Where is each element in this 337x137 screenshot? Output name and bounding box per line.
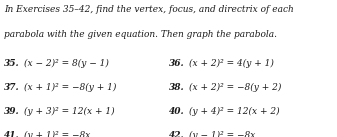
Text: In Exercises 35–42, find the vertex, focus, and directrix of each: In Exercises 35–42, find the vertex, foc… <box>4 5 294 15</box>
Text: 40.: 40. <box>169 107 185 116</box>
Text: (x − 2)² = 8(y − 1): (x − 2)² = 8(y − 1) <box>24 59 109 68</box>
Text: 42.: 42. <box>169 131 185 137</box>
Text: 36.: 36. <box>169 59 185 68</box>
Text: 37.: 37. <box>4 83 20 92</box>
Text: 39.: 39. <box>4 107 20 116</box>
Text: (x + 1)² = −8(y + 1): (x + 1)² = −8(y + 1) <box>24 83 117 92</box>
Text: (y + 4)² = 12(x + 2): (y + 4)² = 12(x + 2) <box>189 107 280 116</box>
Text: (y + 1)² = −8x: (y + 1)² = −8x <box>24 131 91 137</box>
Text: 35.: 35. <box>4 59 20 68</box>
Text: 41.: 41. <box>4 131 20 137</box>
Text: (y − 1)² = −8x: (y − 1)² = −8x <box>189 131 256 137</box>
Text: parabola with the given equation. Then graph the parabola.: parabola with the given equation. Then g… <box>4 30 277 39</box>
Text: 38.: 38. <box>169 83 185 92</box>
Text: (y + 3)² = 12(x + 1): (y + 3)² = 12(x + 1) <box>24 107 115 116</box>
Text: (x + 2)² = −8(y + 2): (x + 2)² = −8(y + 2) <box>189 83 282 92</box>
Text: (x + 2)² = 4(y + 1): (x + 2)² = 4(y + 1) <box>189 59 274 68</box>
